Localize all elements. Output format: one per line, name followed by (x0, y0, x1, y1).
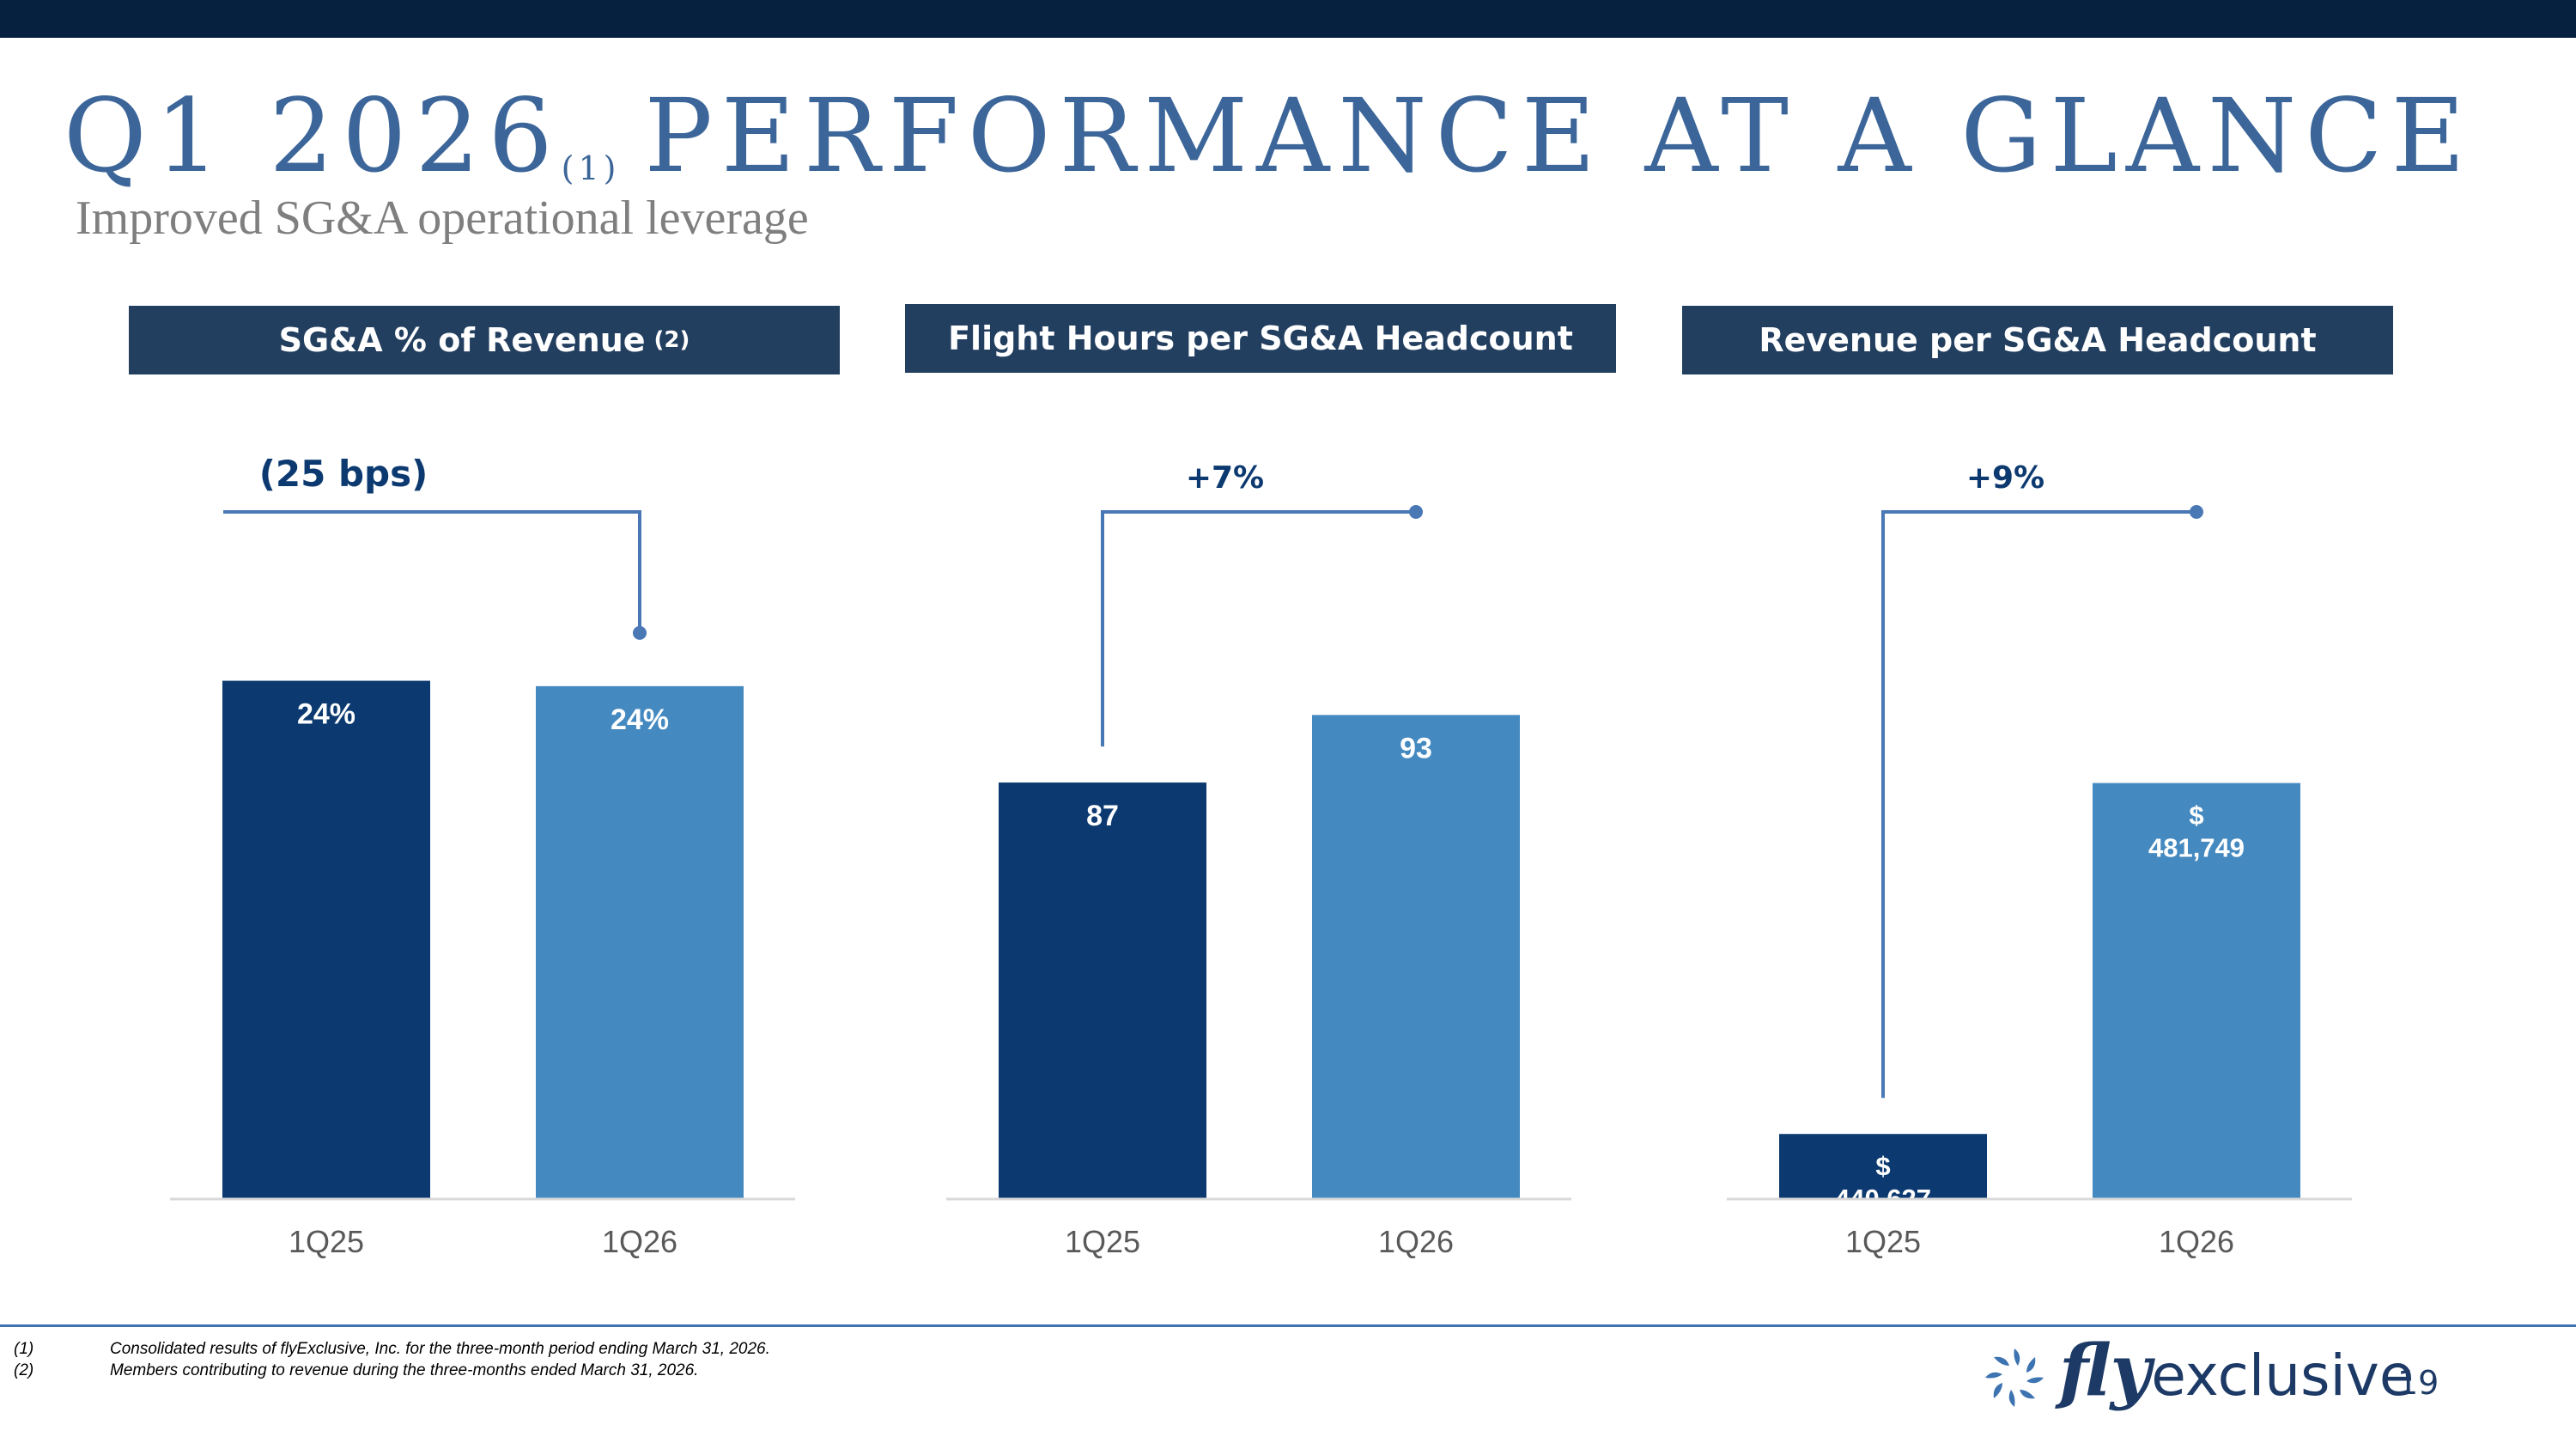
page-title: Q1 2026(1) PERFORMANCE AT A GLANCE (64, 76, 2474, 196)
tick-label: 1Q26 (602, 1224, 677, 1259)
bar-1q26 (1312, 715, 1520, 1199)
footnote-text: Members contributing to revenue during t… (110, 1361, 699, 1379)
bar-1q26 (536, 685, 744, 1199)
footnote-2: (2) Members contributing to revenue durin… (14, 1361, 698, 1380)
bar-1q25 (222, 680, 430, 1199)
change-connector-dot (2190, 505, 2203, 519)
change-connector (223, 510, 641, 633)
page-number: 19 (2397, 1364, 2439, 1402)
footer-divider (0, 1324, 2576, 1327)
panel-header-sga-revenue: SG&A % of Revenue (2) (129, 306, 840, 374)
top-bar (0, 0, 2576, 38)
logo-fly: fly (2059, 1330, 2152, 1412)
data-label: 481,749 (2148, 833, 2245, 863)
change-connector-dot (1409, 505, 1423, 519)
data-label: 93 (1400, 732, 1432, 764)
panel-header-label: SG&A % of Revenue (278, 321, 646, 359)
panel-header-label: Revenue per SG&A Headcount (1759, 321, 2317, 359)
tick-label: 1Q26 (1378, 1224, 1454, 1259)
panel-header-superscript: (2) (653, 327, 690, 353)
tick-label: 1Q26 (2159, 1224, 2234, 1259)
tick-label: 1Q25 (1065, 1224, 1140, 1259)
footnote-1: (1) Consolidated results of flyExclusive,… (14, 1340, 770, 1359)
title-superscript: (1) (561, 149, 621, 187)
page-subtitle: Improved SG&A operational leverage (76, 192, 809, 245)
panel-header-revenue-headcount: Revenue per SG&A Headcount (1682, 306, 2393, 374)
data-label: 24% (611, 703, 669, 736)
data-label-currency: $ (1875, 1151, 1890, 1181)
bar-1q25 (999, 782, 1206, 1199)
title-main: Q1 2026 (64, 76, 562, 195)
footnote-text: Consolidated results of flyExclusive, In… (110, 1340, 770, 1358)
data-label-currency: $ (2189, 801, 2203, 831)
change-label: +9% (1966, 460, 2044, 496)
data-label: 87 (1086, 800, 1119, 832)
change-label: (25 bps) (259, 453, 428, 495)
change-connector (1101, 510, 1416, 747)
bar-1q25 (1779, 1134, 1987, 1199)
panel-header-flight-hours: Flight Hours per SG&A Headcount (905, 304, 1616, 373)
change-connector (1881, 510, 2196, 1099)
logo-wordmark: flyexclusive (2059, 1330, 2414, 1412)
tick-label: 1Q25 (1845, 1224, 1921, 1259)
change-connector-dot (633, 625, 647, 640)
bar-1q26 (2093, 782, 2300, 1199)
change-label: +7% (1186, 460, 1264, 496)
footnote-number: (1) (14, 1340, 34, 1358)
flyexclusive-logo-icon (1985, 1349, 2044, 1407)
data-label: 24% (297, 698, 355, 731)
panel-header-label: Flight Hours per SG&A Headcount (948, 320, 1573, 357)
logo-exclusive: exclusive (2151, 1342, 2415, 1409)
tick-label: 1Q25 (289, 1224, 364, 1259)
title-rest: PERFORMANCE AT A GLANCE (644, 76, 2474, 195)
footnote-number: (2) (14, 1361, 34, 1379)
